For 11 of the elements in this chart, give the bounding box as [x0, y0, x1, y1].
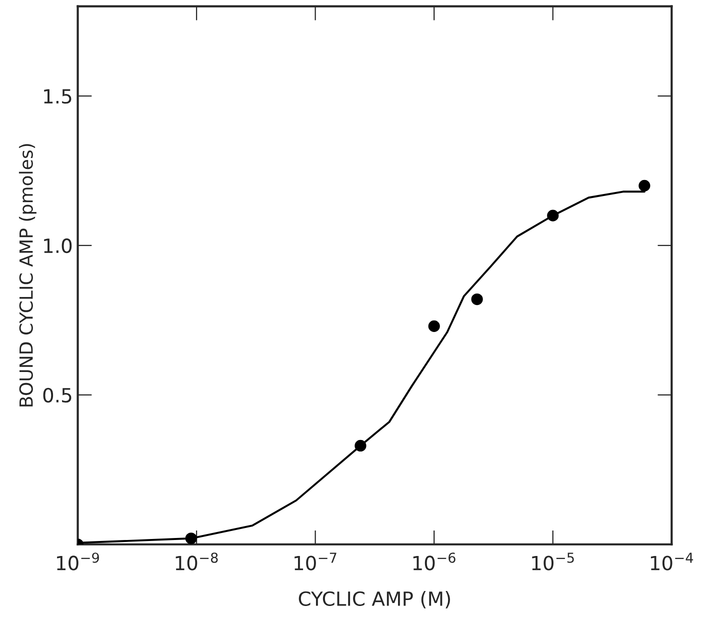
x-tick-label: 10$^{−5}$	[532, 552, 574, 570]
x-axis-title: CYCLIC AMP (M)	[298, 591, 450, 608]
x-tick-label: 10$^{−4}$	[650, 552, 694, 570]
x-tick-label: 10$^{−8}$	[176, 552, 218, 570]
x-tick-label: 10$^{−6}$	[413, 552, 456, 570]
y-tick-label: 1.5	[44, 89, 72, 104]
x-tick-label: 10$^{−7}$	[294, 552, 336, 570]
y-axis-title: BOUND CYCLIC AMP (pmoles)	[18, 144, 36, 406]
y-tick-label: 0.5	[43, 388, 72, 403]
x-tick-label: 10$^{−9}$	[57, 552, 99, 570]
y-tick-label: 1.0	[44, 238, 72, 254]
